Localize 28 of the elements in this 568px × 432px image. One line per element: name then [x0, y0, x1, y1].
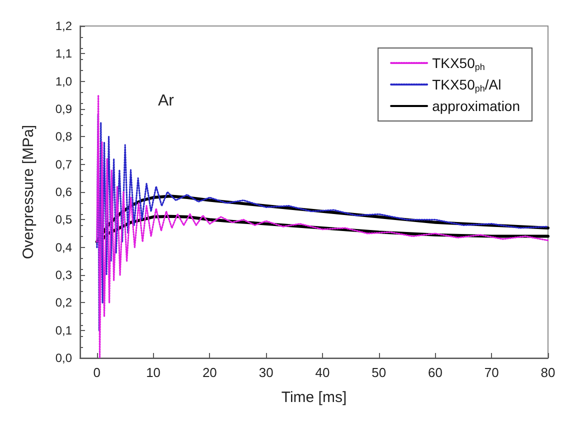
x-tick-label: 70 [484, 365, 499, 380]
y-tick-label: 0,9 [55, 102, 72, 116]
y-tick-label: 1,2 [55, 19, 72, 33]
x-tick-label: 50 [372, 365, 386, 380]
x-tick-label: 80 [540, 365, 556, 380]
x-tick-label: 30 [258, 365, 274, 380]
legend-label: approximation [432, 98, 520, 114]
y-tick-label: 1,0 [55, 74, 72, 88]
x-tick-label: 20 [202, 365, 217, 380]
line-series [96, 94, 549, 359]
y-tick-label: 0,8 [55, 130, 72, 144]
x-tick-label: 0 [93, 365, 101, 380]
y-tick-label: 0,7 [55, 157, 72, 172]
x-axis-title: Time [ms] [281, 389, 347, 406]
y-axis-title: Overpressure [MPa] [20, 124, 37, 260]
x-tick-label: 40 [315, 365, 330, 380]
y-tick-label: 0,3 [55, 268, 72, 282]
y-tick-label: 0,6 [55, 185, 72, 199]
y-tick-label: 0,4 [55, 240, 72, 254]
x-tick-label: 60 [428, 365, 442, 380]
y-tick-label: 0,0 [55, 351, 72, 365]
y-tick-label: 0,2 [55, 296, 72, 310]
y-tick-label: 1,1 [55, 46, 72, 61]
y-tick-label: 0,5 [55, 212, 72, 227]
x-tick-label: 10 [146, 365, 161, 380]
line-series [96, 114, 549, 332]
annotation: Ar [158, 92, 175, 110]
y-tick-label: 0,1 [55, 323, 72, 338]
